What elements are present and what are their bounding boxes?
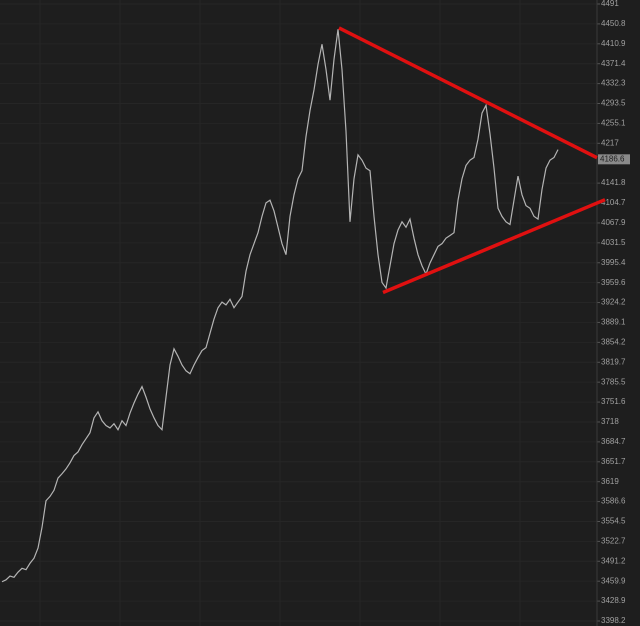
y-tick-label: 3924.2 [601, 298, 626, 307]
y-tick-label: 4104.7 [601, 198, 626, 207]
y-tick-label: 4410.9 [601, 39, 626, 48]
y-tick-label: 3718 [601, 417, 619, 426]
y-tick-label: 4217 [601, 138, 619, 147]
y-tick-label: 4293.5 [601, 99, 626, 108]
y-tick-label: 4450.8 [601, 19, 626, 28]
y-tick-label: 3959.6 [601, 278, 626, 287]
y-tick-label: 3398.2 [601, 616, 626, 625]
y-tick-label: 4491 [601, 0, 619, 8]
trend-line [338, 26, 598, 160]
price-line [1, 29, 559, 583]
y-tick-label: 3854.2 [601, 337, 626, 346]
y-tick-label: 3428.9 [601, 596, 626, 605]
y-tick-label: 3554.5 [601, 517, 626, 526]
y-tick-label: 3889.1 [601, 318, 626, 327]
y-tick-label: 3785.5 [601, 377, 626, 386]
y-tick-label: 3819.7 [601, 357, 626, 366]
y-tick-label: 4255.1 [601, 119, 626, 128]
y-tick-label: 3995.4 [601, 258, 626, 267]
last-price-box [598, 154, 630, 165]
y-tick-label: 3619 [601, 477, 619, 486]
trend-line [382, 198, 606, 295]
y-tick-label: 4371.4 [601, 59, 626, 68]
y-tick-label: 3651.7 [601, 457, 626, 466]
y-tick-label: 4332.3 [601, 79, 626, 88]
y-tick-label: 3684.7 [601, 437, 626, 446]
y-tick-label: 3751.6 [601, 397, 626, 406]
y-tick-label: 3459.9 [601, 576, 626, 585]
last-price-label: 4186.6 [600, 154, 625, 163]
y-tick-label: 3491.2 [601, 556, 626, 565]
y-tick-label: 4067.9 [601, 218, 626, 227]
y-tick-label: 4141.8 [601, 178, 626, 187]
y-tick-label: 3522.7 [601, 536, 626, 545]
y-tick-label: 4031.5 [601, 238, 626, 247]
y-tick-label: 3586.6 [601, 497, 626, 506]
